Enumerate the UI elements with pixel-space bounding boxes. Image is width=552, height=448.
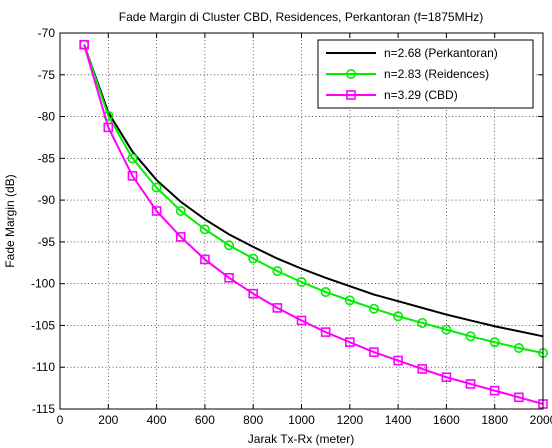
data-point (127, 153, 138, 164)
series-3 (79, 39, 548, 409)
x-tick-label: 600 (195, 413, 215, 427)
series-line (83, 44, 544, 338)
y-tick-label: -115 (32, 402, 55, 416)
grid-lines (60, 33, 543, 409)
data-point (200, 254, 210, 265)
data-point (296, 276, 307, 287)
data-point (224, 240, 235, 251)
data-point (465, 379, 476, 389)
data-point (514, 392, 524, 403)
data-point (127, 171, 138, 181)
data-point (344, 295, 355, 306)
y-tick-label: -70 (38, 26, 56, 40)
data-point (199, 224, 210, 235)
data-point (369, 347, 379, 357)
data-point (489, 337, 500, 348)
x-tick-label: 1600 (433, 413, 460, 427)
data-point (175, 232, 186, 242)
data-point (513, 343, 524, 354)
legend-marker (345, 69, 356, 80)
data-point (320, 327, 331, 337)
legend-label: n=2.83 (Reidences) (384, 67, 489, 81)
data-point (103, 122, 114, 133)
data-series (79, 39, 548, 409)
data-point (441, 372, 452, 383)
data-point (272, 266, 283, 277)
data-point (417, 317, 428, 328)
y-tick-label: -105 (31, 318, 55, 332)
data-point (248, 253, 259, 264)
y-tick-label: -95 (38, 235, 56, 249)
data-point (272, 303, 283, 313)
series-1 (83, 44, 544, 338)
y-axis-title: Fade Margin (dB) (3, 174, 17, 267)
data-point (441, 324, 452, 335)
data-point (465, 331, 476, 342)
data-point (224, 273, 234, 283)
data-point (151, 182, 162, 193)
x-tick-label: 2000 (530, 413, 552, 427)
x-tick-label: 800 (243, 413, 263, 427)
legend-label: n=3.29 (CBD) (384, 88, 458, 102)
x-axis-title: Jarak Tx-Rx (meter) (248, 432, 354, 446)
y-tick-label: -85 (38, 151, 56, 165)
data-point (320, 287, 331, 298)
data-point (344, 337, 355, 347)
data-point (417, 364, 428, 374)
data-point (79, 39, 89, 50)
data-point (248, 288, 258, 299)
legend: n=2.68 (Perkantoran) n=2.83 (Reidences) n=… (317, 39, 534, 109)
legend-marker (346, 90, 356, 100)
data-point (151, 206, 162, 216)
data-point (296, 315, 307, 326)
y-tick-label: -110 (32, 360, 55, 374)
legend-label: n=2.68 (Perkantoran) (384, 46, 498, 60)
x-tick-label: 1400 (385, 413, 412, 427)
x-tick-label: 1000 (288, 413, 315, 427)
x-tick-label: 1800 (481, 413, 508, 427)
y-tick-label: -80 (38, 110, 56, 124)
x-tick-label: 0 (57, 413, 64, 427)
x-tick-label: 400 (147, 413, 167, 427)
x-tick-label: 1200 (336, 413, 363, 427)
data-point (393, 311, 404, 322)
data-point (489, 385, 500, 396)
data-point (393, 355, 403, 366)
chart-title: Fade Margin di Cluster CBD, Residences, … (119, 10, 484, 24)
data-point (175, 205, 186, 216)
x-tick-label: 200 (98, 413, 118, 427)
y-tick-label: -100 (31, 277, 55, 291)
y-tick-label: -75 (38, 68, 56, 82)
axis-ticks: 0 200 400 600 800 1000 1200 1400 1600 1800 2000 -70… (31, 26, 552, 427)
data-point (368, 303, 379, 314)
y-tick-label: -90 (38, 193, 56, 207)
